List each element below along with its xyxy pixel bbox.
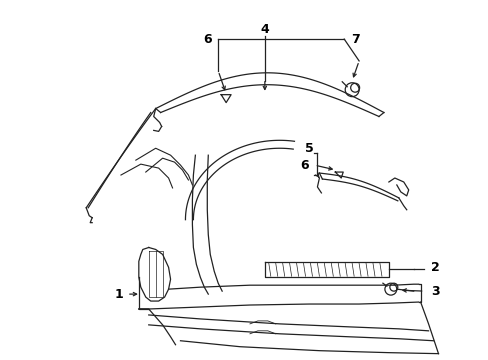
- Text: 7: 7: [350, 33, 359, 46]
- Text: 6: 6: [203, 33, 211, 46]
- Text: 5: 5: [305, 142, 313, 155]
- Text: 3: 3: [430, 285, 439, 298]
- Text: 1: 1: [114, 288, 123, 301]
- Text: 6: 6: [300, 159, 308, 172]
- Text: 2: 2: [430, 261, 439, 274]
- Text: 4: 4: [260, 23, 269, 36]
